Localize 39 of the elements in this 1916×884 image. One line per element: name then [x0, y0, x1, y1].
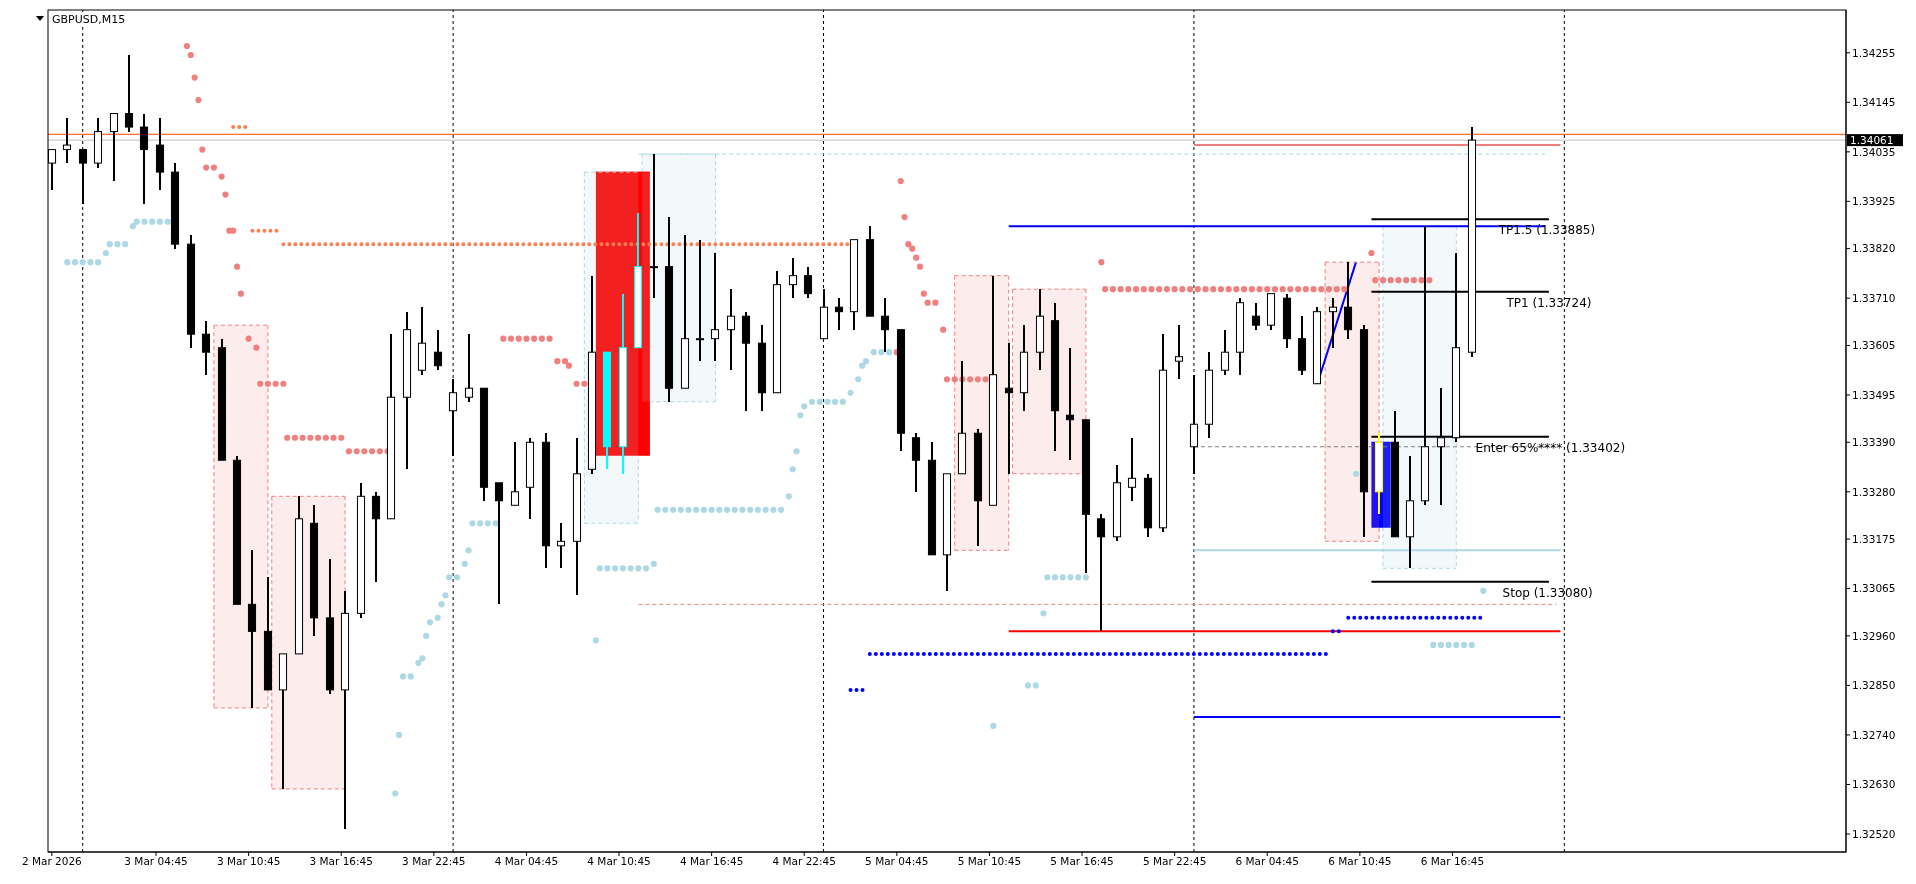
x-tick-label: 3 Mar 04:45 — [124, 855, 188, 868]
x-tick-label: 4 Mar 22:45 — [772, 855, 836, 868]
ref-line-label: 1.34061 — [1850, 134, 1894, 147]
x-tick-label: 6 Mar 10:45 — [1328, 855, 1392, 868]
y-tick-label: 1.32520 — [1852, 827, 1896, 840]
x-tick-label: 3 Mar 22:45 — [402, 855, 466, 868]
x-tick-label: 4 Mar 04:45 — [494, 855, 559, 868]
x-tick-label: 3 Mar 10:45 — [216, 855, 281, 868]
y-tick-label: 1.32850 — [1852, 679, 1896, 692]
y-tick-label: 1.34035 — [1852, 145, 1896, 158]
y-tick-label: 1.33495 — [1852, 388, 1896, 401]
x-tick-label: 5 Mar 22:45 — [1142, 855, 1207, 868]
y-tick-label: 1.32740 — [1852, 728, 1896, 741]
y-tick-label: 1.32630 — [1852, 778, 1896, 791]
x-tick-label: 5 Mar 16:45 — [1050, 855, 1114, 868]
annotation: Enter 65%**** (1.33402) — [1475, 440, 1626, 455]
y-tick-label: 1.33605 — [1852, 339, 1896, 352]
chart-title: GBPUSD,M15 — [52, 13, 126, 26]
y-tick-label: 1.33710 — [1852, 291, 1896, 304]
annotation: TP1.5 (1.33885) — [1497, 223, 1596, 238]
x-tick-label: 6 Mar 16:45 — [1420, 855, 1485, 868]
annotation: Stop (1.33080) — [1502, 585, 1593, 600]
x-tick-label: 4 Mar 16:45 — [679, 855, 744, 868]
y-tick-label: 1.33820 — [1852, 242, 1896, 255]
y-tick-label: 1.32960 — [1852, 629, 1896, 642]
x-tick-label: 2 Mar 2026 — [21, 855, 83, 868]
y-tick-label: 1.34255 — [1852, 46, 1896, 59]
x-tick-label: 3 Mar 16:45 — [309, 855, 373, 868]
x-tick-label: 6 Mar 04:45 — [1235, 855, 1299, 868]
y-tick-label: 1.34145 — [1852, 96, 1896, 109]
y-tick-label: 1.33065 — [1852, 582, 1896, 595]
y-tick-label: 1.33280 — [1852, 485, 1896, 498]
x-tick-label: 5 Mar 04:45 — [865, 855, 929, 868]
y-tick-label: 1.33175 — [1852, 532, 1896, 545]
annotation: TP1 (1.33724) — [1505, 295, 1592, 310]
x-tick-label: 4 Mar 10:45 — [587, 855, 651, 868]
x-tick-label: 5 Mar 10:45 — [957, 855, 1022, 868]
y-tick-label: 1.33925 — [1852, 195, 1896, 208]
y-tick-label: 1.33390 — [1852, 435, 1896, 448]
